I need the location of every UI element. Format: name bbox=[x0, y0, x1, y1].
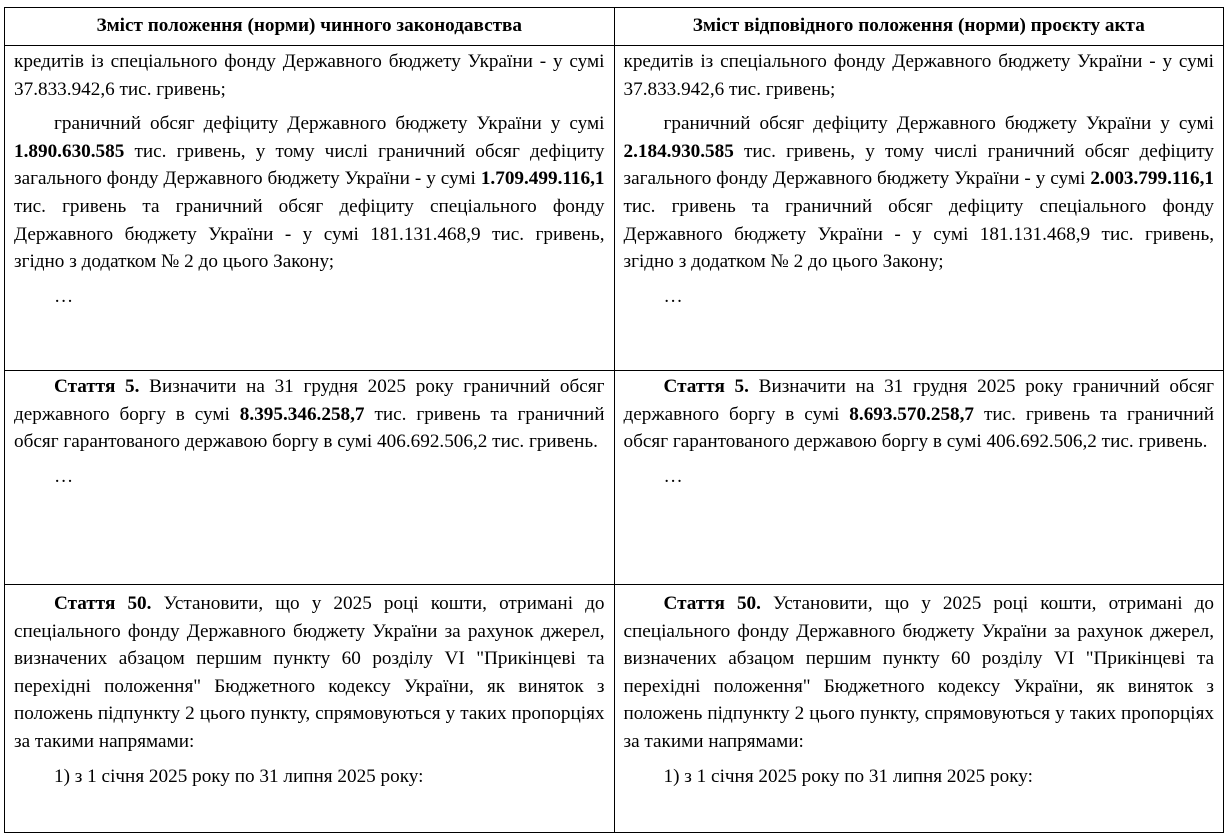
bold-text: Стаття 50. bbox=[54, 593, 152, 614]
cell-current: Стаття 5. Визначити на 31 грудня 2025 ро… bbox=[4, 370, 615, 585]
paragraph: … bbox=[624, 283, 1215, 311]
cell-current: кредитів із спеціального фонду Державног… bbox=[4, 45, 615, 371]
text-segment: тис. гривень, у тому числі граничний обс… bbox=[14, 140, 605, 190]
paragraph: граничний обсяг дефіциту Державного бюдж… bbox=[14, 110, 605, 276]
bold-text: Стаття 5. bbox=[663, 376, 749, 397]
header-draft-act: Зміст відповідного положення (норми) про… bbox=[613, 7, 1224, 46]
paragraph: Стаття 5. Визначити на 31 грудня 2025 ро… bbox=[624, 373, 1215, 456]
header-row: Зміст положення (норми) чинного законода… bbox=[4, 7, 1224, 46]
text-segment: тис. гривень та граничний обсяг гарантов… bbox=[14, 403, 605, 453]
text-segment: граничний обсяг дефіциту Державного бюдж… bbox=[54, 113, 605, 135]
text-segment: 1) з 1 січня 2025 року по 31 липня 2025 … bbox=[663, 765, 1033, 787]
text-segment: тис. гривень та граничний обсяг дефіциту… bbox=[14, 195, 605, 273]
paragraph: граничний обсяг дефіциту Державного бюдж… bbox=[624, 110, 1215, 276]
text-segment: Установити, що у 2025 році кошти, отрима… bbox=[14, 593, 605, 752]
text-segment: Визначити на 31 грудня 2025 року граничн… bbox=[623, 376, 1215, 425]
paragraph: кредитів із спеціального фонду Державног… bbox=[624, 48, 1215, 103]
paragraph: Стаття 50. Установити, що у 2025 році ко… bbox=[624, 590, 1215, 756]
comparison-table: Зміст положення (норми) чинного законода… bbox=[4, 7, 1224, 833]
cell-current: Стаття 50. Установити, що у 2025 році ко… bbox=[4, 584, 615, 833]
paragraph: 1) з 1 січня 2025 року по 31 липня 2025 … bbox=[14, 763, 605, 791]
paragraph: кредитів із спеціального фонду Державног… bbox=[14, 48, 605, 103]
table-row: кредитів із спеціального фонду Державног… bbox=[4, 45, 1224, 371]
paragraph: … bbox=[14, 283, 605, 311]
text-segment: тис. гривень та граничний обсяг дефіциту… bbox=[623, 195, 1215, 273]
header-current-law: Зміст положення (норми) чинного законода… bbox=[4, 7, 615, 46]
bold-text: 1.709.499.116,1 bbox=[480, 168, 605, 190]
text-segment: тис. гривень, у тому числі граничний обс… bbox=[623, 140, 1215, 190]
bold-text: Стаття 5. bbox=[54, 376, 140, 397]
paragraph: Стаття 50. Установити, що у 2025 році ко… bbox=[14, 590, 605, 756]
text-segment: 1) з 1 січня 2025 року по 31 липня 2025 … bbox=[54, 765, 424, 787]
bold-text: 8.693.570.258,7 bbox=[849, 403, 975, 425]
text-segment: … bbox=[663, 465, 683, 487]
paragraph: Стаття 5. Визначити на 31 грудня 2025 ро… bbox=[14, 373, 605, 456]
text-segment: граничний обсяг дефіциту Державного бюдж… bbox=[663, 113, 1215, 135]
text-segment: … bbox=[663, 285, 683, 307]
cell-draft: Стаття 5. Визначити на 31 грудня 2025 ро… bbox=[613, 370, 1224, 585]
bold-text: 8.395.346.258,7 bbox=[239, 403, 365, 425]
cell-draft: кредитів із спеціального фонду Державног… bbox=[613, 45, 1224, 371]
bold-text: 2.184.930.585 bbox=[623, 140, 734, 162]
text-segment: кредитів із спеціального фонду Державног… bbox=[14, 51, 605, 100]
paragraph: 1) з 1 січня 2025 року по 31 липня 2025 … bbox=[624, 763, 1215, 791]
cell-draft: Стаття 50. Установити, що у 2025 році ко… bbox=[613, 584, 1224, 833]
paragraph: … bbox=[624, 463, 1215, 491]
text-segment: … bbox=[54, 465, 74, 487]
table-row: Стаття 50. Установити, що у 2025 році ко… bbox=[4, 584, 1224, 833]
text-segment: тис. гривень та граничний обсяг гарантов… bbox=[623, 403, 1215, 453]
text-segment: … bbox=[54, 285, 74, 307]
table-row: Стаття 5. Визначити на 31 грудня 2025 ро… bbox=[4, 370, 1224, 585]
bold-text: 1.890.630.585 bbox=[14, 140, 125, 162]
bold-text: 2.003.799.116,1 bbox=[1090, 168, 1214, 190]
text-segment: Установити, що у 2025 році кошти, отрима… bbox=[623, 593, 1215, 752]
text-segment: Визначити на 31 грудня 2025 року граничн… bbox=[14, 376, 605, 425]
bold-text: Стаття 50. bbox=[663, 593, 761, 614]
paragraph: … bbox=[14, 463, 605, 491]
text-segment: кредитів із спеціального фонду Державног… bbox=[623, 51, 1215, 100]
